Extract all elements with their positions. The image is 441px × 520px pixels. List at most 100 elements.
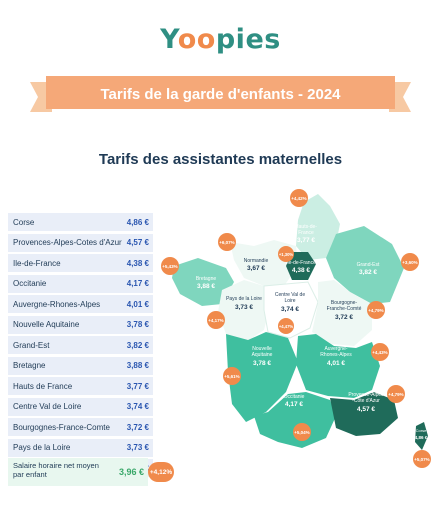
svg-text:+4,79%: +4,79% [368, 308, 383, 313]
page-title: Tarifs de la garde d'enfants - 2024 [100, 86, 341, 103]
label-bretagne-name: Bretagne [196, 276, 217, 282]
label-paca-value: 4,57 € [357, 406, 375, 413]
label-bfc-name1: Bourgogne- [331, 300, 357, 306]
badge-hdf: +4,42% [290, 189, 308, 207]
badge-pdl: +4,17% [207, 311, 225, 329]
table-row: Bourgognes-France-Comte 3,72 € [8, 418, 153, 436]
rates-table: Corse 4,86 € Provences-Alpes-Cotes d'Azur 4… [8, 213, 153, 480]
table-row: Hauts de France 3,77 € [8, 377, 153, 395]
region-name: Nouvelle Aquitaine [13, 320, 80, 329]
region-corse [415, 422, 428, 450]
label-ara-name2: Rhones-Alpes [320, 352, 352, 358]
map-labels: Hauts-de- France 3,77 € Normandie 3,67 €… [196, 224, 428, 440]
table-row: Auvergne-Rhones-Alpes 4,01 € [8, 295, 153, 313]
region-name: Grand-Est [13, 340, 50, 350]
label-occ-value: 4,17 € [285, 401, 303, 408]
label-pdl-name: Pays de la Loire [226, 296, 262, 302]
table-row: Provences-Alpes-Cotes d'Azur 4,57 € [8, 233, 153, 252]
section-subtitle: Tarifs des assistantes maternelles [98, 151, 343, 168]
label-bfc-value: 3,72 € [335, 314, 353, 321]
region-occitanie [254, 392, 336, 448]
region-name: Provences-Alpes-Cotes d'Azur [13, 238, 122, 247]
table-row: Centre Val de Loire 3,74 € [8, 397, 153, 416]
region-name: Bourgognes-France-Comte [13, 422, 110, 432]
badge-na: +5,61% [223, 367, 241, 385]
label-paca-name1: Provence-Alpes [348, 392, 384, 398]
badge-corse: +5,07% [413, 450, 431, 468]
badge-ara: +4,43% [371, 343, 389, 361]
svg-text:+5,04%: +5,04% [294, 430, 309, 435]
region-centre-val-de-loire [263, 281, 319, 339]
label-ara-value: 4,01 € [327, 360, 345, 367]
svg-text:+4,17%: +4,17% [208, 318, 223, 323]
label-paca-name2: -Côte d'Azur [352, 398, 380, 404]
region-grand-est [326, 226, 404, 304]
label-cvl-name2: Loire [284, 298, 295, 304]
region-name: Corse [13, 217, 35, 227]
region-nouvelle-aquitaine [226, 332, 298, 422]
badge-cvl: +4,47% [278, 318, 294, 334]
table-row: Nouvelle Aquitaine 3,78 € [8, 315, 153, 334]
svg-text:+4,43%: +4,43% [372, 350, 387, 355]
label-corse-name: Corse [416, 428, 427, 433]
table-row: Bretagne 3,88 € [8, 356, 153, 375]
svg-text:+5,61%: +5,61% [224, 374, 239, 379]
region-name: Centre Val de Loire [13, 402, 82, 411]
region-name: Occitanie [13, 279, 47, 288]
label-cvl-name1: Centre Val de [275, 292, 305, 298]
badge-bfc: +4,79% [367, 301, 385, 319]
label-bretagne-value: 3,88 € [197, 283, 215, 290]
label-normandie-value: 3,67 € [247, 265, 265, 272]
badge-paca: +4,79% [387, 385, 405, 403]
svg-text:+4,42%: +4,42% [291, 196, 306, 201]
title-ribbon: Tarifs de la garde d'enfants - 2024 [30, 76, 411, 114]
region-bretagne [172, 258, 234, 306]
label-idf-name: Ile-de-France [286, 260, 316, 266]
france-map: Hauts-de- France 3,77 € Normandie 3,67 €… [158, 186, 441, 481]
label-hdf-name1: Hauts-de- [295, 224, 317, 230]
average-change-badge: +4,12% [148, 462, 174, 482]
region-value: 3,74 € [126, 402, 149, 411]
region-value: 4,86 € [126, 217, 149, 227]
svg-text:+5,07%: +5,07% [414, 457, 429, 462]
region-value: 4,01 € [126, 299, 149, 309]
region-hauts-de-france [296, 194, 340, 260]
label-na-name1: Nouvelle [252, 346, 272, 352]
label-grandest-name: Grand-Est [357, 262, 380, 268]
region-value: 4,38 € [126, 258, 149, 268]
label-normandie-name: Normandie [244, 258, 269, 264]
badge-occ: +5,04% [293, 423, 311, 441]
region-value: 3,73 € [126, 443, 149, 452]
label-ara-name1: Auvergne- [324, 346, 347, 352]
label-idf-value: 4,38 € [292, 267, 310, 274]
region-value: 4,57 € [126, 238, 149, 247]
average-value: 3,96 € [118, 467, 144, 477]
table-row: Corse 4,86 € [8, 213, 153, 231]
table-row: Pays de la Loire 3,73 € [8, 438, 153, 457]
label-grandest-value: 3,82 € [359, 269, 377, 276]
region-name: Bretagne [13, 361, 46, 370]
region-ile-de-france [286, 252, 316, 280]
region-name: Pays de la Loire [13, 443, 71, 452]
badge-idf: +1,30% [278, 246, 294, 262]
label-occ-name: Occitanie [284, 394, 305, 400]
svg-text:+4,79%: +4,79% [388, 392, 403, 397]
badge-normandie: +6,07% [218, 233, 236, 251]
region-value: 3,78 € [126, 320, 149, 329]
yoopies-logo: Yoopies [160, 24, 281, 55]
label-corse-value: 4,86 € [415, 435, 428, 440]
svg-text:+1,30%: +1,30% [279, 252, 294, 257]
label-na-value: 3,78 € [253, 360, 271, 367]
region-name: Ile-de-France [13, 258, 61, 268]
region-value: 3,72 € [126, 422, 149, 432]
badge-grandest: +3,60% [401, 253, 419, 271]
table-row: Occitanie 4,17 € [8, 274, 153, 293]
svg-text:+3,60%: +3,60% [402, 260, 417, 265]
average-label: Salaire horaire net moyen par enfant [13, 461, 99, 479]
region-bourgogne-franche-comte [312, 280, 372, 346]
region-name: Auvergne-Rhones-Alpes [13, 299, 101, 309]
label-pdl-value: 3,73 € [235, 304, 253, 311]
svg-text:+6,07%: +6,07% [219, 240, 234, 245]
label-bfc-name2: Franche-Comté [327, 306, 362, 312]
region-value: 3,77 € [126, 381, 149, 391]
